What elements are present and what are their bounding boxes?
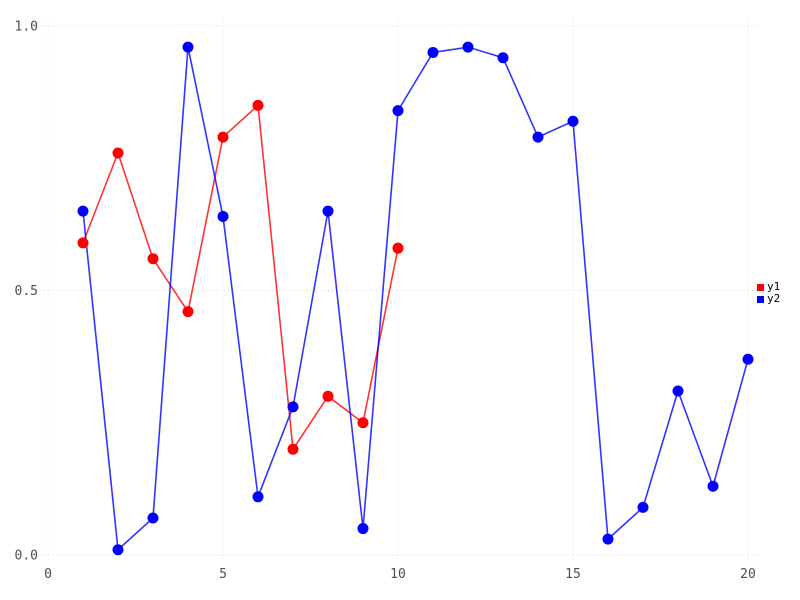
series-y2-marker-6 bbox=[287, 401, 299, 413]
legend-swatch-y2-icon bbox=[757, 295, 764, 303]
series-y2-marker-9 bbox=[392, 105, 404, 117]
series-y1-marker-6 bbox=[287, 443, 299, 455]
x-tick-label-2: 10 bbox=[390, 567, 406, 582]
series-y1-marker-7 bbox=[322, 390, 334, 402]
series-y2-marker-18 bbox=[707, 480, 719, 492]
series-y1-marker-3 bbox=[182, 306, 194, 318]
legend: y1 y2 bbox=[757, 281, 780, 305]
legend-label-y2: y2 bbox=[767, 292, 781, 305]
series-y1-marker-5 bbox=[252, 99, 264, 111]
series-y1-marker-2 bbox=[147, 253, 159, 265]
series-y2-marker-11 bbox=[462, 41, 474, 53]
series-y2-marker-10 bbox=[427, 46, 439, 58]
series-y1-marker-4 bbox=[217, 131, 229, 143]
y-tick-label-1: 0.5 bbox=[15, 284, 38, 299]
series-y1-marker-8 bbox=[357, 417, 369, 429]
series-y2-marker-4 bbox=[217, 210, 229, 222]
series-y1-line bbox=[82, 104, 399, 451]
series-y2-marker-2 bbox=[147, 512, 159, 524]
series-y2-marker-17 bbox=[672, 385, 684, 397]
series-y2-marker-13 bbox=[532, 131, 544, 143]
series-y2-marker-12 bbox=[497, 52, 509, 64]
x-tick-label-1: 5 bbox=[219, 567, 227, 582]
legend-swatch-y1-icon bbox=[757, 283, 764, 291]
series-y2-marker-16 bbox=[637, 501, 649, 513]
series-y2-marker-15 bbox=[602, 533, 614, 545]
series-y1-marker-0 bbox=[77, 237, 89, 249]
series-y2-marker-14 bbox=[567, 115, 579, 127]
series-y2-marker-3 bbox=[182, 41, 194, 53]
y-tick-label-0: 0.0 bbox=[15, 549, 38, 564]
series-y1-marker-1 bbox=[112, 147, 124, 159]
legend-label-y1: y1 bbox=[767, 280, 781, 293]
series-y2-marker-19 bbox=[742, 353, 754, 365]
x-tick-label-4: 20 bbox=[740, 567, 756, 582]
legend-item-y1: y1 bbox=[757, 281, 780, 293]
series-y2-marker-8 bbox=[357, 523, 369, 535]
series-y2-marker-7 bbox=[322, 205, 334, 217]
series-y2-marker-5 bbox=[252, 491, 264, 503]
series-y2-marker-1 bbox=[112, 544, 124, 556]
series-y2-line bbox=[82, 46, 749, 551]
series-y1-marker-9 bbox=[392, 242, 404, 254]
legend-item-y2: y2 bbox=[757, 293, 780, 305]
y-tick-label-2: 1.0 bbox=[15, 20, 38, 35]
series-y2-marker-0 bbox=[77, 205, 89, 217]
x-tick-label-3: 15 bbox=[565, 567, 581, 582]
x-tick-label-0: 0 bbox=[44, 567, 52, 582]
